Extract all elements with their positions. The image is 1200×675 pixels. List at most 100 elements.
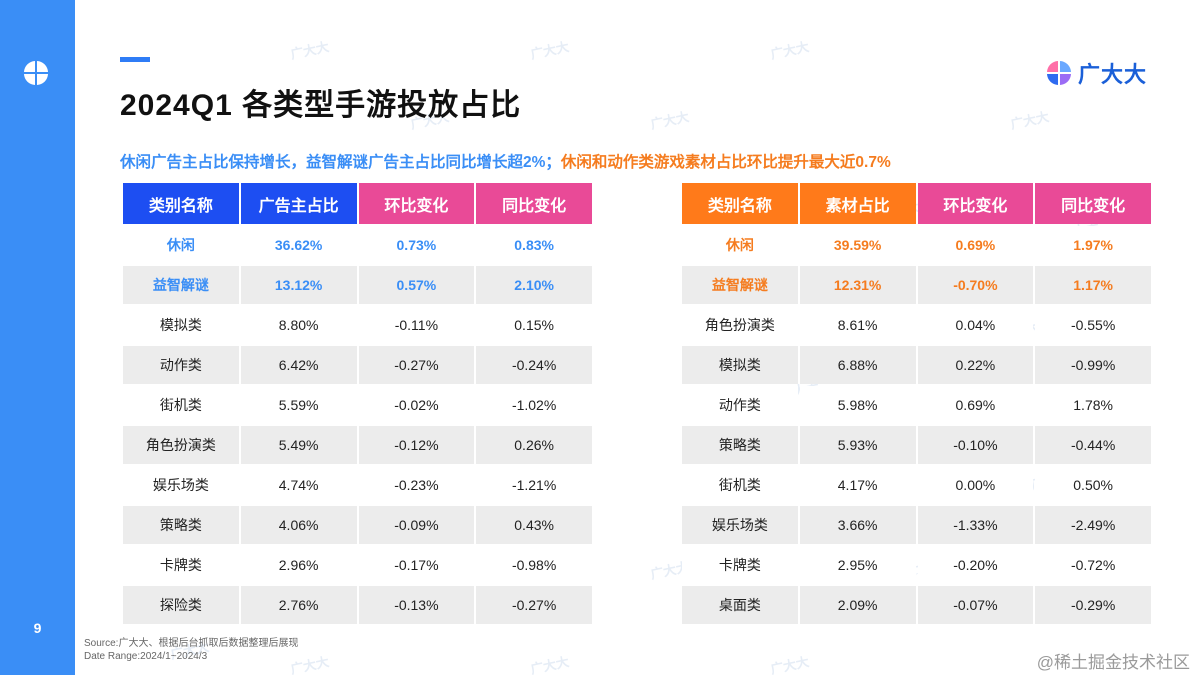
value-cell: -0.24% (476, 346, 592, 384)
value-cell: 13.12% (240, 266, 357, 304)
bg-watermark: 广大大 (769, 39, 811, 62)
value-cell: -0.29% (1035, 586, 1151, 624)
category-cell: 桌面类 (682, 586, 798, 624)
category-cell: 街机类 (682, 466, 798, 504)
value-cell: -0.07% (917, 586, 1034, 624)
value-cell: 8.80% (240, 306, 357, 344)
category-cell: 角色扮演类 (123, 426, 239, 464)
header-category: 类别名称 (123, 183, 239, 224)
value-cell: 0.00% (917, 466, 1034, 504)
value-cell: -1.33% (917, 506, 1034, 544)
value-cell: 6.42% (240, 346, 357, 384)
category-cell: 策略类 (682, 426, 798, 464)
source-note: Source:广大大、根据后台抓取后数据整理后展现 Date Range:202… (84, 637, 298, 663)
category-cell: 娱乐场类 (682, 506, 798, 544)
category-cell: 街机类 (123, 386, 239, 424)
value-cell: -0.02% (358, 386, 475, 424)
value-cell: 8.61% (799, 306, 916, 344)
subtitle: 休闲广告主占比保持增长，益智解谜广告主占比同比增长超2%；休闲和动作类游戏素材占… (120, 150, 891, 172)
brand-name: 广大大 (1078, 62, 1148, 87)
value-cell: 39.59% (799, 226, 916, 264)
value-cell: 1.17% (1035, 266, 1151, 304)
value-cell: 36.62% (240, 226, 357, 264)
value-cell: -2.49% (1035, 506, 1151, 544)
table-row: 休闲 36.62% 0.73% 0.83% (123, 226, 592, 264)
value-cell: 0.57% (358, 266, 475, 304)
value-cell: 0.22% (917, 346, 1034, 384)
table-row: 娱乐场类 3.66% -1.33% -2.49% (682, 506, 1151, 544)
category-cell: 益智解谜 (682, 266, 798, 304)
value-cell: -0.20% (917, 546, 1034, 584)
community-watermark: @稀土掘金技术社区 (1036, 653, 1190, 672)
category-cell: 卡牌类 (682, 546, 798, 584)
category-cell: 休闲 (123, 226, 239, 264)
page-title: 2024Q1 各类型手游投放占比 (120, 89, 522, 122)
sidebar: 9 (0, 0, 75, 675)
brand-logo: 广大大 (1046, 58, 1147, 88)
value-cell: 6.88% (799, 346, 916, 384)
table-row: 动作类 6.42% -0.27% -0.24% (123, 346, 592, 384)
category-cell: 策略类 (123, 506, 239, 544)
bg-watermark: 广大大 (529, 654, 571, 675)
value-cell: -0.17% (358, 546, 475, 584)
value-cell: 12.31% (799, 266, 916, 304)
value-cell: -0.70% (917, 266, 1034, 304)
header-qoq-change: 环比变化 (358, 183, 475, 224)
table-row: 桌面类 2.09% -0.07% -0.29% (682, 586, 1151, 624)
value-cell: 5.98% (799, 386, 916, 424)
bg-watermark: 广大大 (529, 39, 571, 62)
value-cell: 0.69% (917, 226, 1034, 264)
value-cell: 4.74% (240, 466, 357, 504)
table-row: 模拟类 6.88% 0.22% -0.99% (682, 346, 1151, 384)
table-row: 角色扮演类 5.49% -0.12% 0.26% (123, 426, 592, 464)
table-row: 卡牌类 2.96% -0.17% -0.98% (123, 546, 592, 584)
source-line: Source:广大大、根据后台抓取后数据整理后展现 (84, 638, 299, 649)
value-cell: 0.43% (476, 506, 592, 544)
value-cell: -0.98% (476, 546, 592, 584)
header-yoy-change: 同比变化 (1035, 183, 1151, 224)
value-cell: -0.11% (358, 306, 475, 344)
table-row: 动作类 5.98% 0.69% 1.78% (682, 386, 1151, 424)
value-cell: -0.12% (358, 426, 475, 464)
category-cell: 动作类 (682, 386, 798, 424)
value-cell: -1.21% (476, 466, 592, 504)
value-cell: 5.49% (240, 426, 357, 464)
value-cell: 0.04% (917, 306, 1034, 344)
value-cell: 4.06% (240, 506, 357, 544)
header-yoy-change: 同比变化 (476, 183, 592, 224)
value-cell: -0.99% (1035, 346, 1151, 384)
table-row: 街机类 5.59% -0.02% -1.02% (123, 386, 592, 424)
value-cell: 2.10% (476, 266, 592, 304)
header-category: 类别名称 (682, 183, 798, 224)
value-cell: -0.23% (358, 466, 475, 504)
value-cell: -0.55% (1035, 306, 1151, 344)
bg-watermark: 广大大 (289, 39, 331, 62)
value-cell: -0.09% (358, 506, 475, 544)
table-row: 娱乐场类 4.74% -0.23% -1.21% (123, 466, 592, 504)
value-cell: 1.78% (1035, 386, 1151, 424)
value-cell: -0.72% (1035, 546, 1151, 584)
header-qoq-change: 环比变化 (917, 183, 1034, 224)
value-cell: 0.73% (358, 226, 475, 264)
table-row: 益智解谜 12.31% -0.70% 1.17% (682, 266, 1151, 304)
date-range-line: Date Range:2024/1~2024/3 (84, 651, 208, 662)
value-cell: 0.50% (1035, 466, 1151, 504)
value-cell: 4.17% (799, 466, 916, 504)
header-creative-share: 素材占比 (799, 183, 916, 224)
table-row: 策略类 4.06% -0.09% 0.43% (123, 506, 592, 544)
category-cell: 休闲 (682, 226, 798, 264)
table-row: 街机类 4.17% 0.00% 0.50% (682, 466, 1151, 504)
header-advertiser-share: 广告主占比 (240, 183, 357, 224)
value-cell: -0.27% (476, 586, 592, 624)
value-cell: 0.15% (476, 306, 592, 344)
value-cell: -0.10% (917, 426, 1034, 464)
value-cell: 1.97% (1035, 226, 1151, 264)
table-row: 卡牌类 2.95% -0.20% -0.72% (682, 546, 1151, 584)
value-cell: 2.95% (799, 546, 916, 584)
table-row: 休闲 39.59% 0.69% 1.97% (682, 226, 1151, 264)
table-row: 模拟类 8.80% -0.11% 0.15% (123, 306, 592, 344)
bg-watermark: 广大大 (1009, 109, 1051, 132)
category-cell: 模拟类 (682, 346, 798, 384)
category-cell: 探险类 (123, 586, 239, 624)
category-cell: 角色扮演类 (682, 306, 798, 344)
